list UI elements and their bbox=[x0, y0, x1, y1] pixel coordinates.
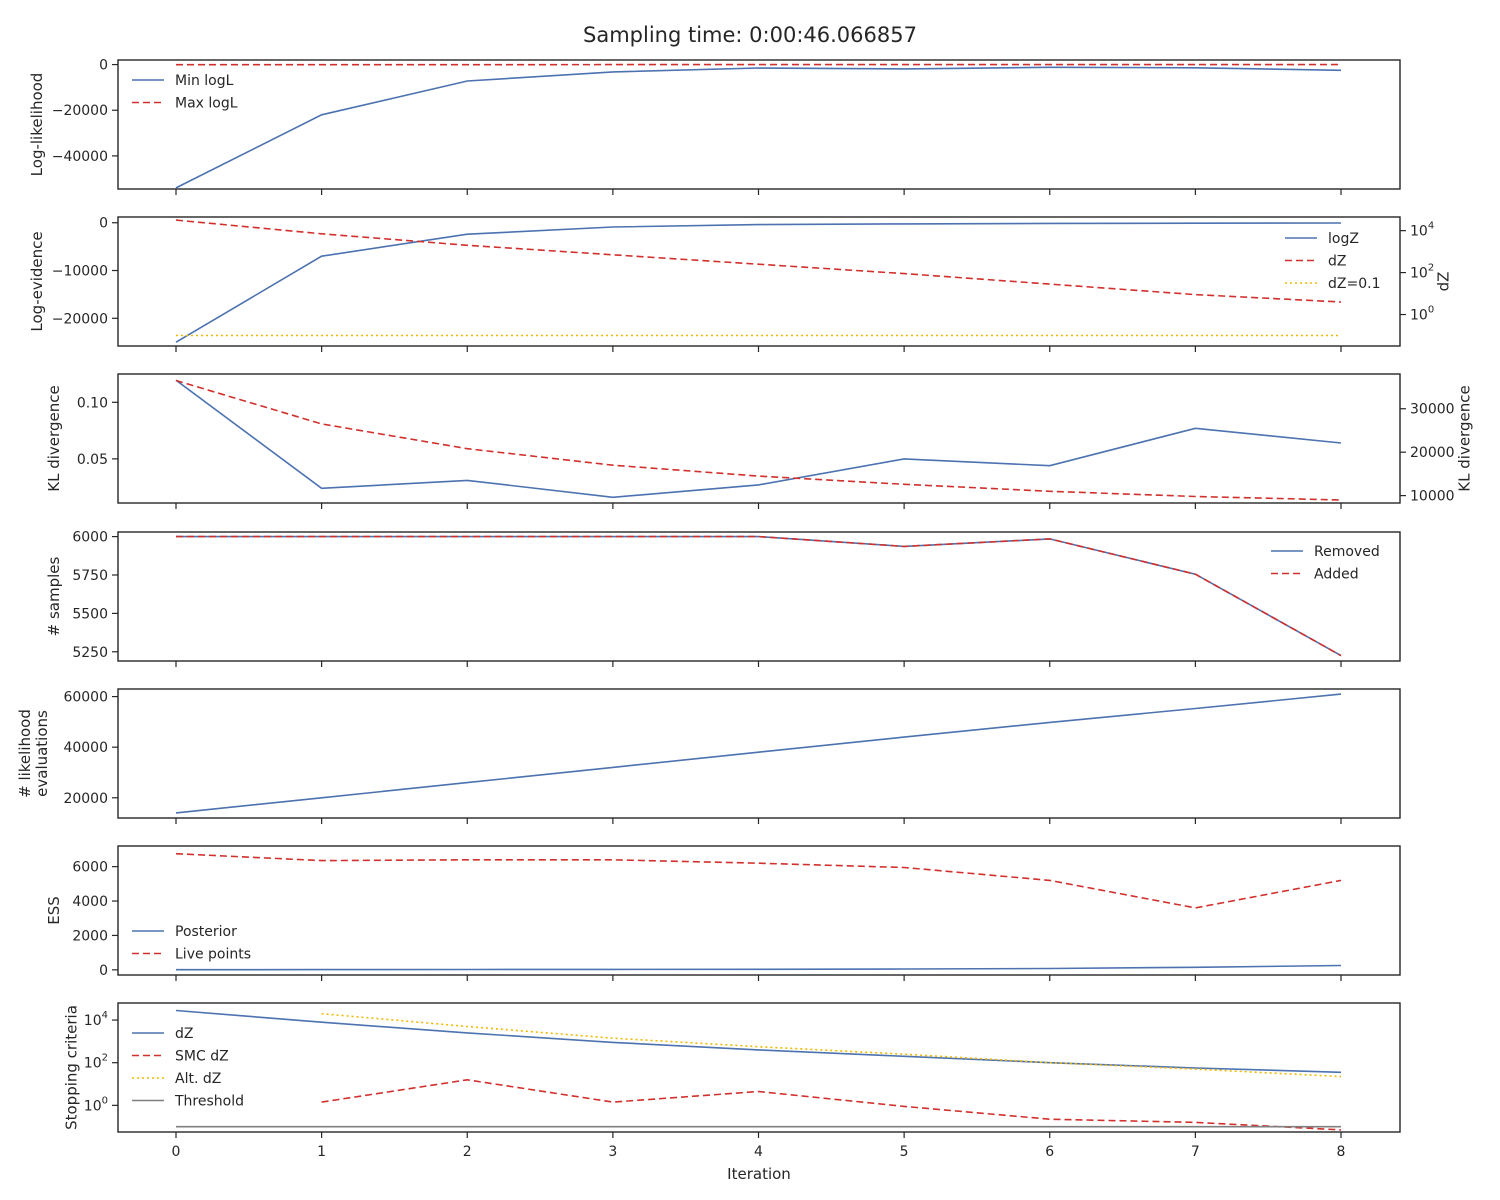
legend-label: Removed bbox=[1314, 544, 1380, 560]
axes-frame bbox=[117, 216, 1401, 347]
x-tick-label: 2 bbox=[463, 1144, 472, 1160]
y2-tick-label: 104 bbox=[1410, 221, 1434, 240]
y-tick-label: 104 bbox=[84, 1010, 108, 1029]
legend-label: Added bbox=[1314, 567, 1359, 583]
y-tick-label: 100 bbox=[84, 1095, 108, 1114]
y-tick-label: 0.05 bbox=[77, 452, 108, 468]
series-line-logz bbox=[175, 222, 1342, 343]
series-line-posterior bbox=[175, 964, 1342, 971]
y-tick-label: 5500 bbox=[72, 606, 108, 622]
x-tick-label: 6 bbox=[1045, 1144, 1054, 1160]
panel-2: 0 −10000 −20000 104 102 100 Log-evidence dZ logZ… bbox=[28, 216, 1453, 352]
y-tick-label: 6000 bbox=[72, 530, 108, 546]
y-tick-label: 20000 bbox=[63, 791, 108, 807]
y-tick-label: −20000 bbox=[52, 311, 108, 327]
legend-label: dZ bbox=[1328, 254, 1346, 270]
y2-tick-label: 10000 bbox=[1410, 489, 1455, 505]
panel-6: 6000 4000 2000 0 ESS Posterior Live points bbox=[45, 845, 1401, 981]
legend-label: SMC dZ bbox=[175, 1049, 229, 1065]
y-tick-label: 5250 bbox=[72, 645, 108, 661]
y-tick-label: 60000 bbox=[63, 690, 108, 706]
series-line-alt-dz bbox=[321, 1012, 1342, 1078]
y-tick-label: 0 bbox=[99, 963, 108, 979]
x-tick-label: 5 bbox=[900, 1144, 909, 1160]
axes-frame bbox=[117, 59, 1401, 190]
panels: 0 −20000 −40000 Log-likelihood Min logL Max l… bbox=[16, 58, 1474, 1160]
y2-axis-label: dZ bbox=[1435, 272, 1453, 292]
y-tick-label: 6000 bbox=[72, 860, 108, 876]
series-line-dz bbox=[175, 219, 1342, 303]
series-line-dz bbox=[175, 1009, 1342, 1074]
y-tick-label: 40000 bbox=[63, 740, 108, 756]
x-tick-label: 7 bbox=[1191, 1144, 1200, 1160]
series-line-1 bbox=[175, 693, 1342, 814]
x-axis-label: Iteration bbox=[727, 1165, 791, 1183]
x-tick-label: 8 bbox=[1337, 1144, 1346, 1160]
y-tick-label: 0 bbox=[99, 216, 108, 232]
y-axis-label: # likelihood bbox=[16, 709, 34, 798]
y-axis-label: Log-likelihood bbox=[28, 73, 46, 177]
panel-5: 60000 40000 20000 # likelihood evaluations bbox=[16, 688, 1401, 824]
y2-tick-label: 102 bbox=[1410, 263, 1434, 282]
y-axis-label: Log-evidence bbox=[28, 231, 46, 331]
series-line-live-points bbox=[175, 852, 1342, 909]
y-axis-label: Stopping criteria bbox=[63, 1005, 81, 1130]
y2-tick-label: 30000 bbox=[1410, 402, 1455, 418]
panel-1: 0 −20000 −40000 Log-likelihood Min logL Max l… bbox=[28, 58, 1401, 195]
figure-title: Sampling time: 0:00:46.066857 bbox=[583, 23, 917, 47]
series-line-1 bbox=[175, 379, 1342, 499]
y-tick-label: 102 bbox=[84, 1053, 108, 1072]
axes-frame bbox=[117, 1002, 1401, 1133]
y2-tick-label: 100 bbox=[1410, 305, 1434, 324]
axes-frame bbox=[117, 373, 1401, 504]
axes-frame bbox=[117, 845, 1401, 976]
y2-axis-label: KL divergence bbox=[1456, 385, 1474, 491]
series-line-2 bbox=[175, 379, 1342, 501]
panel-4: 6000 5750 5500 5250 # samples Removed Added bbox=[45, 530, 1401, 667]
x-tick-label: 3 bbox=[608, 1144, 617, 1160]
y-axis-label: ESS bbox=[45, 896, 63, 925]
legend-label: Max logL bbox=[175, 96, 238, 112]
y-axis-label: # samples bbox=[45, 556, 63, 636]
y-tick-label: −40000 bbox=[52, 149, 108, 165]
y-tick-label: 5750 bbox=[72, 568, 108, 584]
y-tick-label: 4000 bbox=[72, 894, 108, 910]
legend-label: logZ bbox=[1328, 231, 1359, 247]
x-tick-label: 0 bbox=[172, 1144, 181, 1160]
y-tick-label: −20000 bbox=[52, 103, 108, 119]
series-line-min-logl bbox=[175, 66, 1342, 189]
x-tick-label: 1 bbox=[317, 1144, 326, 1160]
series-line-added bbox=[176, 535, 1342, 657]
y-tick-label: 0.10 bbox=[77, 395, 108, 411]
legend-label: Threshold bbox=[174, 1094, 244, 1110]
legend-label: dZ bbox=[175, 1026, 193, 1042]
legend-label: dZ=0.1 bbox=[1328, 276, 1380, 292]
axes-frame bbox=[117, 531, 1401, 662]
series-line-smc-dz bbox=[321, 1078, 1342, 1131]
series-line-removed bbox=[176, 535, 1342, 657]
legend-label: Live points bbox=[175, 947, 251, 963]
y2-tick-label: 20000 bbox=[1410, 445, 1455, 461]
legend-label: Min logL bbox=[175, 73, 234, 89]
y-tick-label: 0 bbox=[99, 58, 108, 74]
y-axis-label: KL divergence bbox=[45, 385, 63, 491]
y-tick-label: 2000 bbox=[72, 928, 108, 944]
x-tick-label: 4 bbox=[754, 1144, 763, 1160]
legend-label: Alt. dZ bbox=[175, 1071, 221, 1087]
y-tick-label: −10000 bbox=[52, 264, 108, 280]
y-axis-label-line2: evaluations bbox=[33, 710, 51, 797]
legend-label: Posterior bbox=[175, 924, 237, 940]
